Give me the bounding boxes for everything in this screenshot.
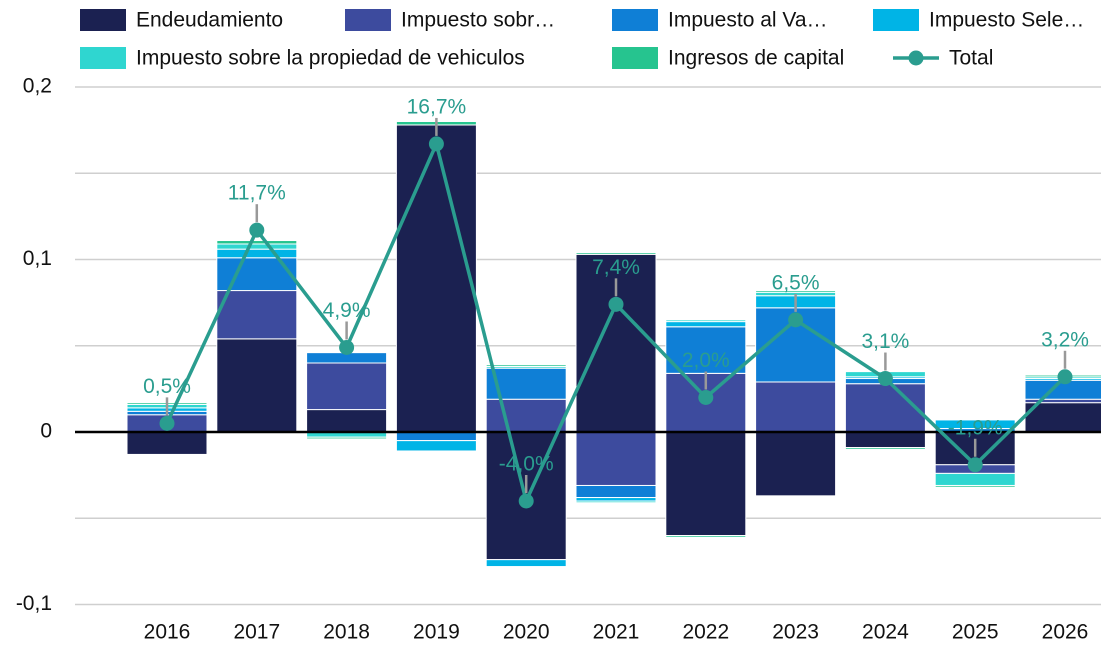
total-point (877, 371, 893, 387)
bar-segment (575, 252, 657, 255)
x-tick-label: 2016 (144, 621, 191, 644)
total-point (788, 312, 804, 328)
total-point (698, 390, 714, 405)
bar-segment (665, 319, 747, 323)
data-label: 2,0% (682, 349, 730, 372)
bar-segment (665, 535, 747, 538)
bar-segment (216, 338, 298, 433)
legend-label: Impuesto sobre la propiedad de vehiculos (136, 47, 525, 70)
legend-marker (908, 50, 924, 66)
x-tick-label: 2021 (593, 621, 640, 644)
bar-segment (844, 383, 926, 433)
total-point (159, 415, 175, 431)
x-tick-label: 2018 (323, 621, 370, 644)
bar-segment (575, 431, 657, 486)
legend-swatch (612, 47, 658, 69)
data-label: 3,2% (1041, 328, 1089, 351)
legend-swatch (345, 9, 391, 31)
bar-segment (665, 431, 747, 536)
data-label: 3,1% (861, 330, 909, 353)
x-tick-label: 2017 (233, 621, 280, 644)
total-point (1057, 369, 1073, 385)
bar-segment (934, 472, 1016, 486)
data-label: 4,9% (323, 299, 371, 322)
y-tick-label: 0,2 (23, 75, 52, 98)
data-label: -4,0% (499, 453, 554, 476)
bar-segment (485, 559, 567, 568)
total-point (249, 222, 265, 238)
bar-segment (665, 326, 747, 374)
bar-segment (844, 431, 926, 449)
legend-swatch (80, 9, 126, 31)
bar-segment (216, 257, 298, 292)
data-label: 11,7% (228, 182, 286, 205)
x-tick-label: 2025 (952, 621, 999, 644)
bar-segment (485, 398, 567, 433)
total-point (518, 493, 534, 509)
legend-label: Total (949, 47, 993, 70)
bar-segment (216, 290, 298, 340)
data-label: -1,9% (948, 416, 1003, 439)
legend-label: Impuesto al Va… (668, 9, 828, 32)
y-tick-label: 0,1 (23, 247, 52, 270)
data-label: 0,5% (143, 375, 191, 398)
bar-segment (755, 431, 837, 497)
x-tick-label: 2020 (503, 621, 550, 644)
total-point (339, 339, 355, 355)
bar-segment (575, 497, 657, 502)
total-point (608, 296, 624, 312)
bar-segment (216, 248, 298, 259)
bar-segment (755, 290, 837, 293)
legend-label: Impuesto Sele… (929, 9, 1084, 32)
bar-segment (306, 362, 388, 411)
y-tick-label: -0,1 (16, 592, 52, 615)
data-label: 7,4% (592, 256, 640, 279)
x-tick-label: 2024 (862, 621, 909, 644)
bar-segment (665, 321, 747, 328)
x-tick-label: 2023 (772, 621, 819, 644)
total-point (967, 457, 983, 473)
bar-segment (575, 484, 657, 499)
x-tick-label: 2026 (1042, 621, 1089, 644)
y-tick-label: 0 (40, 420, 52, 443)
data-label: 6,5% (772, 271, 820, 294)
bar-segment (395, 431, 477, 442)
bar-segment (844, 447, 926, 450)
bar-segment (216, 240, 298, 245)
bar-segment (1024, 398, 1101, 404)
legend-label: Endeudamiento (136, 9, 283, 32)
bar-segment (575, 500, 657, 504)
bar-segment (755, 381, 837, 433)
total-point (428, 136, 444, 152)
bar-segment (126, 431, 208, 455)
x-tick-label: 2019 (413, 621, 460, 644)
bar-segment (934, 484, 1016, 488)
bar-segment (395, 440, 477, 452)
legend-swatch (873, 9, 919, 31)
bar-segment (216, 243, 298, 250)
legend-swatch (80, 47, 126, 69)
data-label: 16,7% (407, 95, 467, 118)
bar-segment (485, 364, 567, 367)
legend-label: Impuesto sobr… (401, 9, 555, 32)
legend-label: Ingresos de capital (668, 47, 844, 70)
legend-swatch (612, 9, 658, 31)
bar-segment (306, 436, 388, 440)
bar-segment (306, 409, 388, 433)
x-tick-label: 2022 (682, 621, 729, 644)
bar-segment (395, 124, 477, 433)
